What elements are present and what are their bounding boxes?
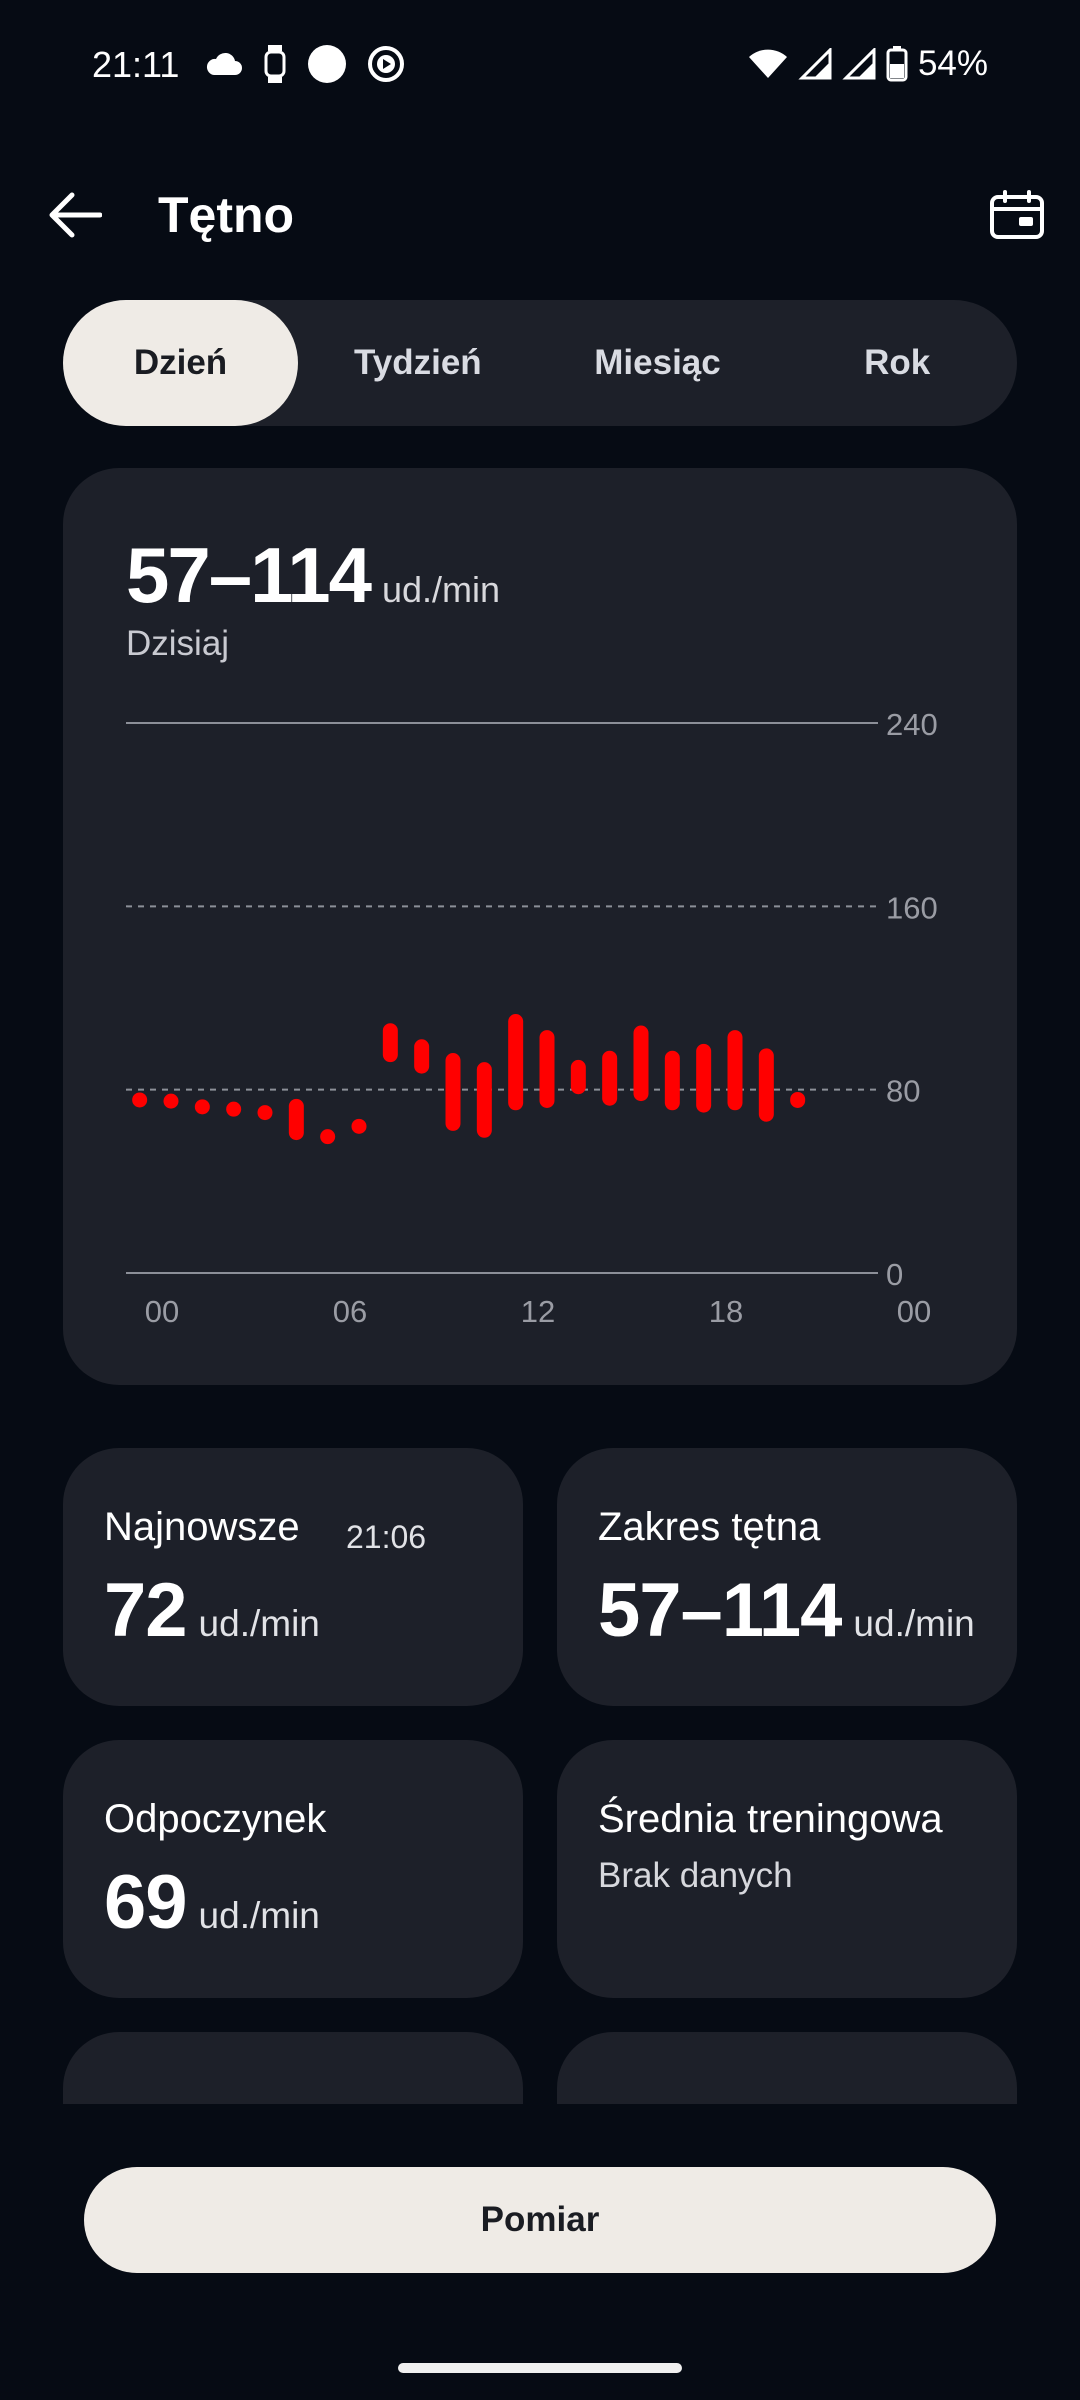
- calendar-button[interactable]: [982, 184, 1052, 246]
- latest-value: 72: [104, 1568, 188, 1653]
- range-period: Dzisiaj: [126, 624, 230, 663]
- arrow-left-icon: [49, 192, 102, 238]
- wifi-icon: [748, 49, 787, 78]
- range-card-title: Zakres tętna: [598, 1505, 821, 1549]
- heart-rate-chart-card[interactable]: [63, 468, 1017, 1385]
- chart-bar[interactable]: [132, 1092, 148, 1108]
- heart-rate-chart[interactable]: 240 160 80 0 00 06 12 18 00: [0, 0, 1080, 1400]
- calendar-icon: [990, 190, 1044, 239]
- x-tick-label: 18: [709, 1294, 743, 1329]
- x-tick-label: 12: [521, 1294, 555, 1329]
- chart-bar[interactable]: [288, 1098, 304, 1141]
- chart-bar[interactable]: [257, 1105, 273, 1121]
- latest-title: Najnowsze: [104, 1505, 300, 1549]
- y-tick-label: 0: [886, 1257, 903, 1292]
- play-circle-icon: [368, 46, 404, 82]
- chart-bar[interactable]: [226, 1101, 242, 1117]
- page-title: Tętno: [158, 187, 295, 243]
- chart-bar[interactable]: [163, 1093, 179, 1109]
- measure-button[interactable]: Pomiar: [84, 2167, 996, 2273]
- tab-day[interactable]: Dzień: [63, 300, 298, 426]
- chart-bar[interactable]: [602, 1050, 618, 1106]
- back-button[interactable]: [40, 180, 110, 250]
- tab-week[interactable]: Tydzień: [353, 343, 482, 382]
- status-right: 54%: [748, 44, 988, 84]
- x-tick-label: 00: [897, 1294, 931, 1329]
- tab-month[interactable]: Miesiąc: [594, 343, 721, 382]
- chart-bar[interactable]: [508, 1014, 524, 1111]
- range-card-unit: ud./min: [853, 1603, 975, 1644]
- training-avg-title: Średnia treningowa: [598, 1797, 943, 1841]
- chart-bar[interactable]: [320, 1129, 336, 1145]
- range-card-value: 57–114: [598, 1568, 842, 1653]
- partial-card[interactable]: [557, 2032, 1017, 2104]
- home-indicator[interactable]: [398, 2363, 682, 2373]
- signal-icon: [842, 48, 876, 80]
- battery-icon: [886, 46, 908, 82]
- training-avg-card[interactable]: [557, 1740, 1017, 1998]
- partial-card[interactable]: [63, 2032, 523, 2104]
- chart-bar[interactable]: [539, 1030, 555, 1108]
- chart-bar[interactable]: [414, 1039, 430, 1074]
- y-tick-label: 240: [886, 707, 938, 742]
- chart-bar[interactable]: [382, 1023, 398, 1063]
- status-icons-left: [205, 44, 405, 84]
- status-time: 21:11: [92, 44, 180, 85]
- rest-unit: ud./min: [198, 1895, 320, 1936]
- y-tick-label: 160: [886, 890, 938, 925]
- chart-bar[interactable]: [194, 1099, 210, 1115]
- chart-bar[interactable]: [696, 1043, 712, 1113]
- range-card-value-row: 57–114 ud./min: [598, 1567, 975, 1654]
- range-card[interactable]: [557, 1448, 1017, 1706]
- tab-year[interactable]: Rok: [864, 343, 931, 382]
- y-tick-label: 80: [886, 1074, 920, 1109]
- range-unit: ud./min: [381, 569, 501, 610]
- chart-bar[interactable]: [445, 1053, 461, 1131]
- latest-card[interactable]: [63, 1448, 523, 1706]
- latest-unit: ud./min: [198, 1603, 320, 1644]
- chart-bar[interactable]: [758, 1048, 774, 1122]
- chart-bar[interactable]: [633, 1025, 649, 1102]
- period-tabs: Dzień Tydzień Miesiąc Rok: [63, 300, 1017, 426]
- chart-bar[interactable]: [664, 1050, 680, 1111]
- x-tick-label: 00: [145, 1294, 179, 1329]
- signal-icon: [798, 48, 832, 80]
- battery-percent: 54%: [917, 44, 988, 83]
- chart-bar[interactable]: [351, 1118, 367, 1134]
- chart-bar[interactable]: [727, 1030, 743, 1111]
- range-value: 57–114: [126, 531, 372, 619]
- watch-icon: [264, 45, 286, 83]
- circle-icon: [308, 45, 346, 83]
- rest-card[interactable]: [63, 1740, 523, 1998]
- cloud-icon: [206, 52, 242, 75]
- chart-bar[interactable]: [570, 1059, 586, 1095]
- x-tick-label: 06: [333, 1294, 367, 1329]
- daily-range-summary: 57–114 ud./min: [126, 530, 500, 621]
- training-avg-subtitle: Brak danych: [598, 1856, 793, 1895]
- latest-time: 21:06: [346, 1519, 427, 1555]
- chart-bar[interactable]: [476, 1062, 492, 1138]
- rest-value-row: 69 ud./min: [104, 1859, 320, 1946]
- rest-title: Odpoczynek: [104, 1797, 327, 1841]
- rest-value: 69: [104, 1860, 188, 1945]
- chart-bar[interactable]: [790, 1091, 806, 1108]
- scroll-clip: [0, 2030, 1080, 2104]
- latest-value-row: 72 ud./min: [104, 1567, 320, 1654]
